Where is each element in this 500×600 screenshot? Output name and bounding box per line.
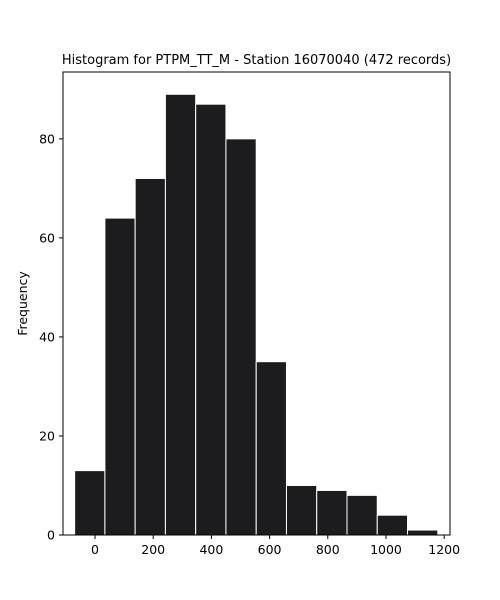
histogram-bar [376,514,409,536]
histogram-bar [164,93,197,536]
x-tick-label: 0 [91,542,99,557]
x-tick-label: 600 [258,542,282,557]
y-tick-label: 20 [39,428,55,443]
x-tick-label: 800 [316,542,340,557]
x-tick-label: 200 [141,542,165,557]
x-axis: 0 200 400 600 800 1000 1200 [91,535,460,557]
y-tick-label: 60 [39,230,55,245]
y-tick-label: 40 [39,329,55,344]
histogram-bar [285,484,318,536]
histogram-bar [407,529,439,536]
histogram-bar [104,217,136,536]
y-axis: 0 20 40 60 80 [39,131,63,543]
plot-frame [62,71,451,536]
bars-group [74,93,439,536]
histogram-bar [346,494,378,536]
histogram-bar [225,138,257,536]
x-tick-label: 400 [199,542,223,557]
histogram-bar [74,470,106,536]
x-tick-label: 1000 [370,542,402,557]
histogram-bar [255,361,287,536]
y-axis-label: Frequency [15,271,30,336]
y-tick-label: 0 [47,528,55,543]
y-tick-label: 80 [39,131,55,146]
histogram-bar [195,103,227,536]
histogram-bar [316,489,348,536]
histogram-bar [134,177,166,536]
x-tick-label: 1200 [428,542,460,557]
chart-title: Histogram for PTPM_TT_M - Station 160700… [62,53,451,68]
